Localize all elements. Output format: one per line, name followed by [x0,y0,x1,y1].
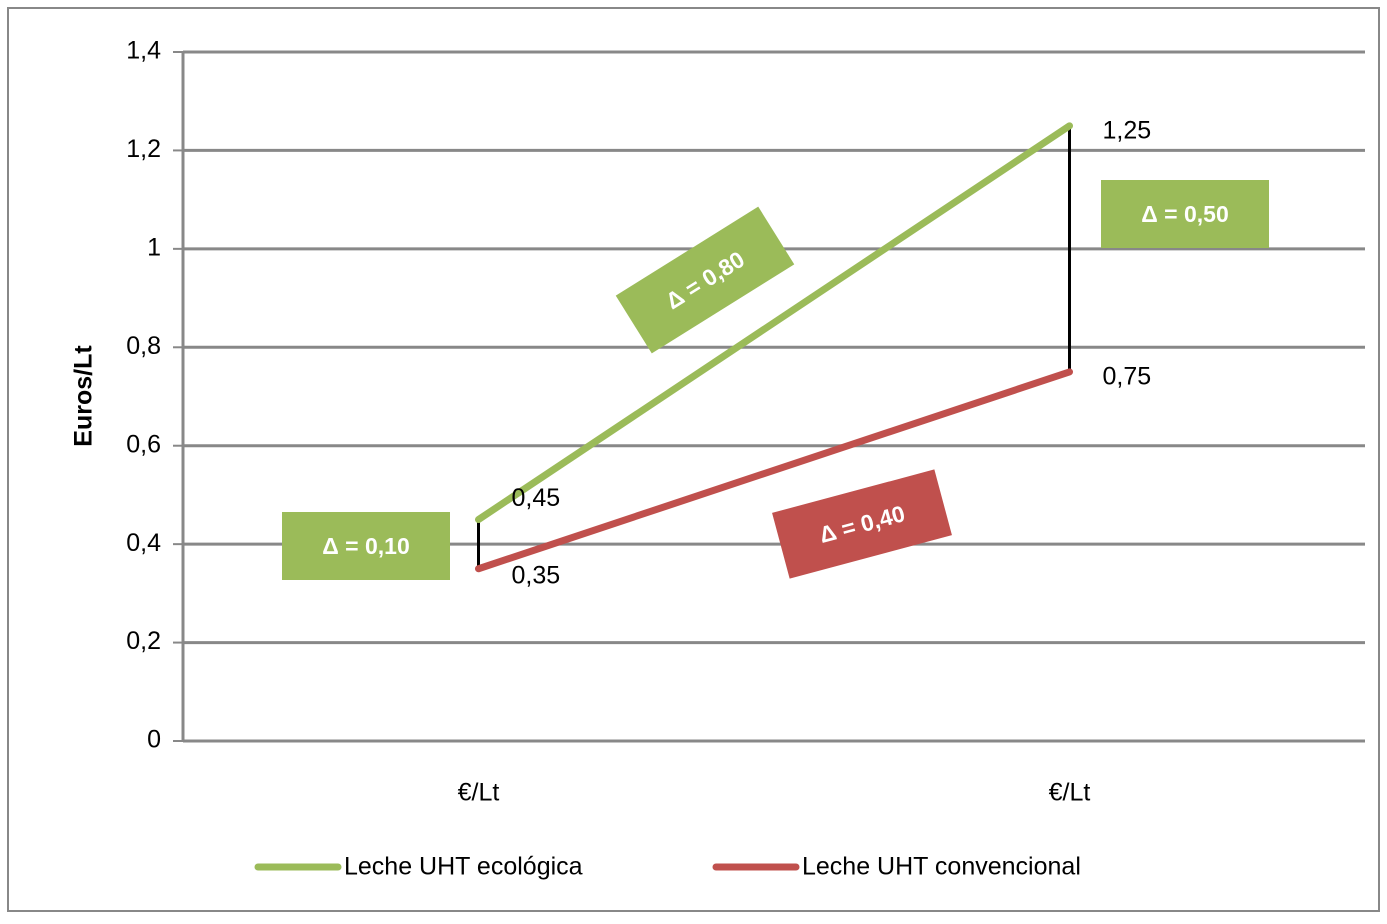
y-tick-label: 0,2 [126,627,161,655]
annotation-box [282,512,450,580]
annotation-box [772,469,952,579]
chart-border [7,7,1380,912]
y-tick-label: 1 [147,233,161,261]
annotation: Δ = 0,10 [282,512,450,580]
data-label: 0,35 [512,561,561,589]
annotation-text: Δ = 0,50 [1141,201,1229,227]
y-tick-label: 0 [147,726,161,754]
y-tick-label: 1,2 [126,135,161,163]
data-label: 0,75 [1103,363,1152,391]
data-label: 0,45 [512,484,561,512]
y-axis-title: Euros/Lt [70,345,98,447]
annotation-text: Δ = 0,10 [322,533,410,559]
x-tick-label: €/Lt [458,779,500,807]
legend-label: Leche UHT convencional [802,853,1081,881]
annotation-box [1101,180,1269,248]
series-line [475,368,1073,573]
annotation: Δ = 0,50 [1101,180,1269,248]
y-tick-label: 0,4 [126,529,161,557]
x-tick-label: €/Lt [1049,779,1091,807]
y-tick-label: 0,8 [126,332,161,360]
annotation-box [615,206,795,354]
y-tick-label: 1,4 [126,37,161,65]
series-line [475,122,1073,524]
legend-label: Leche UHT ecológica [344,853,583,881]
annotation: Δ = 0,40 [772,469,952,579]
y-tick-label: 0,6 [126,430,161,458]
data-label: 1,25 [1103,116,1152,144]
